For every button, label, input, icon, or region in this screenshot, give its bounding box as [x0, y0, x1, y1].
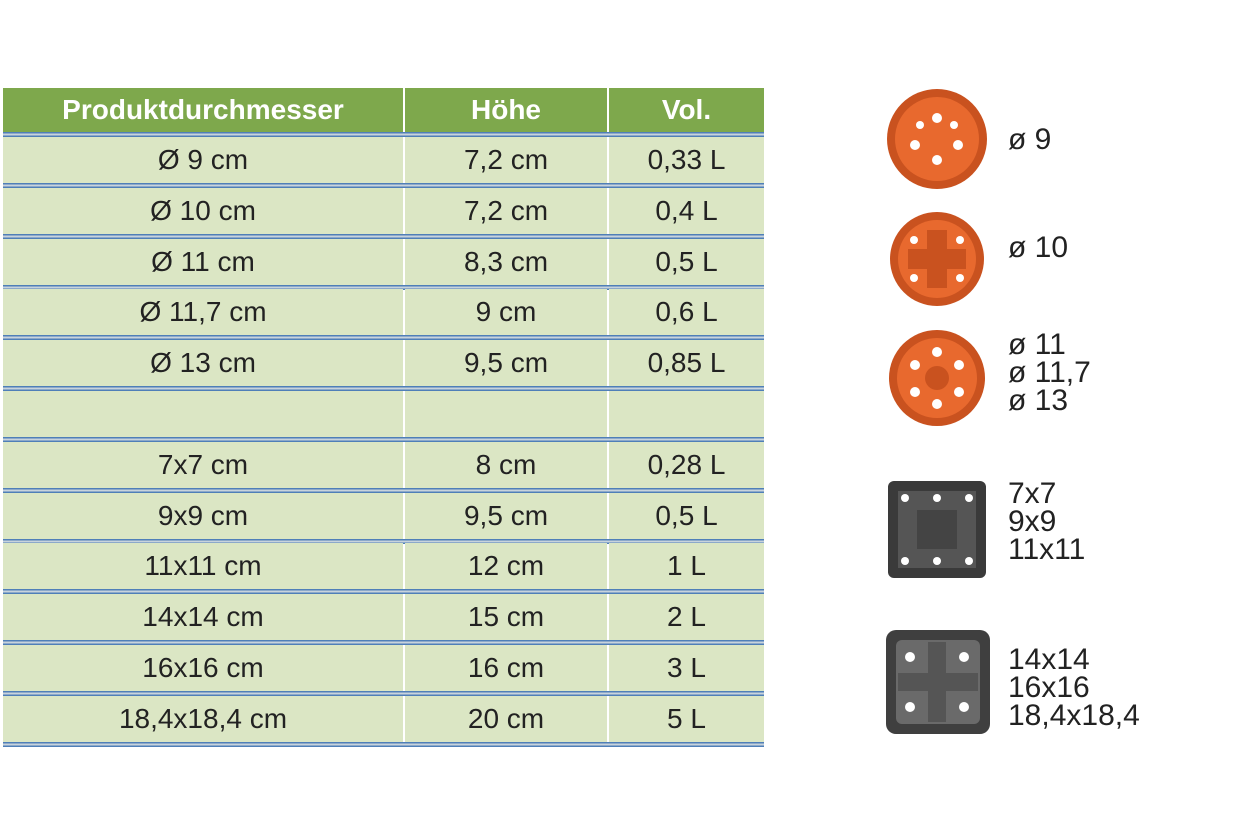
table-cell: 16 cm — [405, 645, 607, 691]
icon-label: ø 9 — [1008, 123, 1052, 156]
table-cell: 9x9 cm — [3, 492, 403, 539]
icon-label: 7x7 — [1008, 477, 1057, 510]
table-cell: 18,4x18,4 cm — [3, 695, 403, 742]
table-cell: Ø 11,7 cm — [3, 289, 403, 336]
table-cell: 2 L — [609, 594, 764, 641]
table-cell: 7x7 cm — [3, 441, 403, 488]
icon-label: 11x11 — [1008, 533, 1086, 566]
table-cell: 0,85 L — [609, 340, 764, 387]
empty-cell — [3, 391, 403, 437]
table-cell: 5 L — [609, 695, 764, 742]
row-separator — [3, 691, 764, 696]
row-separator — [3, 132, 764, 137]
table-cell: 0,33 L — [609, 137, 764, 183]
header-cell: Vol. — [609, 88, 764, 132]
icon-label: 14x14 — [1008, 643, 1090, 676]
table-cell: 0,28 L — [609, 441, 764, 488]
table-cell: 0,4 L — [609, 187, 764, 234]
square-pot-icon — [888, 481, 986, 578]
table-cell: 7,2 cm — [405, 137, 607, 183]
row-separator — [3, 183, 764, 188]
row-separator — [3, 741, 764, 747]
table-cell: 12 cm — [405, 543, 607, 590]
table-cell: 8,3 cm — [405, 238, 607, 285]
table-cell: 9,5 cm — [405, 340, 607, 387]
icon-label: 9x9 — [1008, 505, 1057, 538]
row-separator — [3, 284, 764, 290]
table-cell: 0,6 L — [609, 289, 764, 336]
icon-label: ø 10 — [1008, 231, 1069, 264]
row-separator — [3, 589, 764, 595]
header-cell: Höhe — [405, 88, 607, 132]
table-cell: 9 cm — [405, 289, 607, 336]
table-cell: 8 cm — [405, 441, 607, 488]
table-cell: 16x16 cm — [3, 645, 403, 691]
round-pot-icon — [890, 212, 984, 306]
table-cell: Ø 13 cm — [3, 340, 403, 387]
row-separator — [3, 487, 764, 493]
header-cell: Produktdurchmesser — [3, 88, 403, 132]
table-cell: 0,5 L — [609, 492, 764, 539]
table-cell: 15 cm — [405, 594, 607, 641]
row-separator — [3, 437, 764, 442]
row-separator — [3, 386, 764, 392]
icon-label: ø 13 — [1008, 384, 1069, 417]
table-cell: 14x14 cm — [3, 594, 403, 641]
table-cell: 20 cm — [405, 695, 607, 742]
icon-label: 18,4x18,4 — [1008, 699, 1140, 732]
table-cell: 9,5 cm — [405, 492, 607, 539]
empty-cell — [405, 391, 607, 437]
table-cell: 11x11 cm — [3, 543, 403, 590]
row-separator — [3, 335, 764, 341]
row-separator — [3, 233, 764, 239]
table-cell: 3 L — [609, 645, 764, 691]
icon-label: 16x16 — [1008, 671, 1090, 704]
icon-label: ø 11 — [1008, 328, 1066, 361]
table-cell: Ø 10 cm — [3, 187, 403, 234]
row-separator — [3, 538, 764, 544]
square-pot-icon — [886, 630, 990, 734]
table-cell: 0,5 L — [609, 238, 764, 285]
table-cell: 7,2 cm — [405, 187, 607, 234]
round-pot-icon — [889, 330, 985, 426]
empty-cell — [609, 391, 764, 437]
table-cell: Ø 11 cm — [3, 238, 403, 285]
row-separator — [3, 640, 764, 646]
table-cell: Ø 9 cm — [3, 137, 403, 183]
table-cell: 1 L — [609, 543, 764, 590]
icon-label: ø 11,7 — [1008, 356, 1091, 389]
round-pot-icon — [887, 89, 987, 189]
